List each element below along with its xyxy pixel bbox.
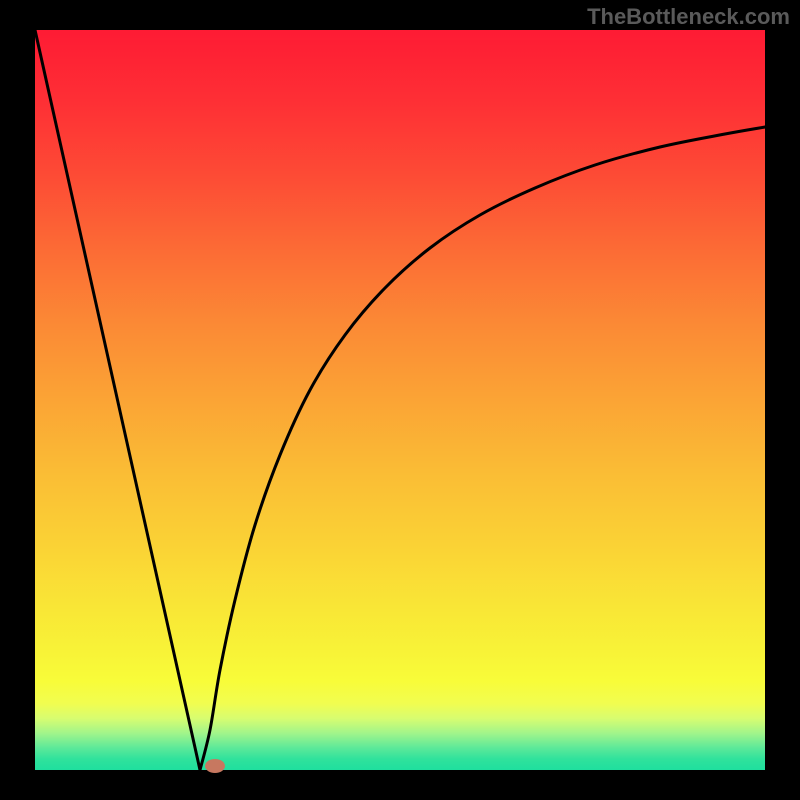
plot-area bbox=[35, 30, 765, 770]
chart-container: TheBottleneck.com bbox=[0, 0, 800, 800]
watermark-text: TheBottleneck.com bbox=[587, 4, 790, 30]
